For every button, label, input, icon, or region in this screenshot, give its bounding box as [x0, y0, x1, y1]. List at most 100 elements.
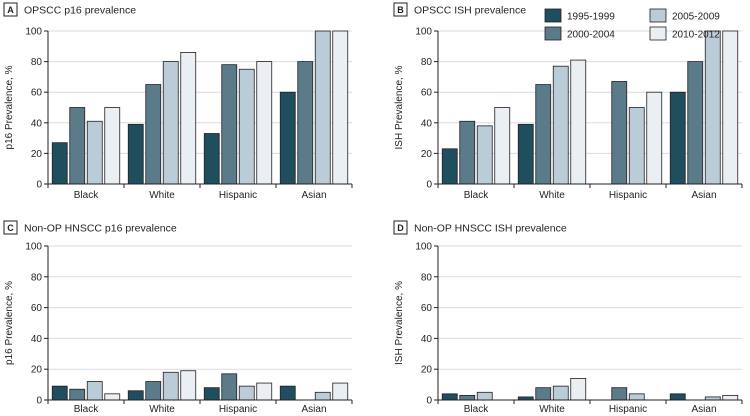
y-tick-label: 60 [31, 303, 43, 314]
bar-black-2005-2009 [86, 120, 103, 185]
y-tick-label: 20 [421, 365, 433, 376]
y-tick-label: 80 [421, 57, 433, 68]
bar-black-2010-2012 [104, 107, 121, 185]
bar-hispanic-2000-2004 [611, 81, 628, 185]
bar-white-2010-2012 [180, 52, 197, 185]
panel-title: Non-OP HNSCC p16 prevalence [24, 223, 177, 235]
bar-hispanic-2000-2004 [221, 64, 238, 185]
y-tick-label: 100 [25, 242, 42, 253]
legend: 1995-1999 2005-2009 2000-2004 2010-2012 [544, 8, 720, 41]
y-tick-label: 40 [421, 118, 433, 129]
y-tick-label: 0 [426, 180, 432, 191]
y-tick-label: 20 [421, 149, 433, 160]
y-axis-label: p16 Prevalence, % [4, 281, 15, 365]
bar-white-1995-1999 [127, 390, 144, 401]
bar-white-2000-2004 [535, 387, 552, 401]
bar-black-1995-1999 [51, 385, 68, 401]
x-category-label: Asian [691, 404, 716, 415]
y-tick-label: 100 [415, 27, 432, 38]
y-tick-label: 20 [31, 365, 43, 376]
panel-d: D Non-OP HNSCC ISH prevalence 0 20 40 60 80 100… [393, 220, 743, 415]
legend-label-2000-2004: 2000-2004 [567, 30, 615, 41]
y-tick-label: 20 [31, 149, 43, 160]
panel-label: C [7, 223, 14, 233]
bar-white-2010-2012 [570, 59, 587, 185]
y-tick-label: 60 [421, 303, 433, 314]
bar-black-2005-2009 [476, 391, 493, 401]
panel-label: D [397, 223, 404, 233]
panel-c: C Non-OP HNSCC p16 prevalence 0 20 40 60 80 100… [3, 220, 353, 415]
bar-asian-2005-2009 [314, 391, 331, 401]
bar-white-2005-2009 [552, 385, 569, 401]
y-tick-label: 40 [31, 118, 43, 129]
x-category-label: Asian [301, 190, 326, 201]
bar-hispanic-2005-2009 [238, 68, 255, 185]
x-category-label: White [149, 404, 175, 415]
bar-black-2000-2004 [69, 388, 86, 401]
bar-hispanic-1995-1999 [203, 387, 220, 401]
x-category-label: Asian [301, 404, 326, 415]
x-category-label: Black [464, 190, 489, 201]
bar-black-2005-2009 [86, 381, 103, 401]
legend-swatch-2005-2009 [649, 8, 667, 23]
bar-hispanic-1995-1999 [203, 133, 220, 185]
y-tick-label: 40 [31, 334, 43, 345]
bar-asian-2010-2012 [722, 394, 739, 401]
bar-hispanic-2000-2004 [611, 387, 628, 401]
y-tick-label: 0 [36, 180, 42, 191]
bar-hispanic-2010-2012 [646, 91, 663, 185]
y-axis-label: ISH Prevalence, % [394, 281, 405, 365]
legend-swatch-1995-1999 [544, 8, 562, 23]
x-category-label: Asian [691, 190, 716, 201]
bar-asian-2010-2012 [722, 30, 739, 185]
bar-white-2000-2004 [145, 84, 162, 185]
legend-label-2010-2012: 2010-2012 [672, 30, 720, 41]
bar-black-2000-2004 [459, 120, 476, 185]
bar-asian-2010-2012 [332, 382, 349, 401]
bar-white-2005-2009 [552, 65, 569, 185]
bar-black-2005-2009 [476, 125, 493, 185]
x-category-label: White [539, 190, 565, 201]
bar-hispanic-2010-2012 [256, 61, 273, 185]
legend-swatch-2010-2012 [649, 26, 667, 41]
y-tick-label: 40 [421, 334, 433, 345]
y-axis-label: ISH Prevalence, % [394, 65, 405, 149]
bar-asian-2000-2004 [687, 61, 704, 185]
bar-hispanic-2010-2012 [256, 382, 273, 401]
bar-asian-2005-2009 [314, 30, 331, 185]
x-category-label: Hispanic [219, 190, 257, 201]
x-category-label: Black [74, 404, 99, 415]
panel-label: A [7, 5, 14, 15]
y-tick-label: 80 [31, 272, 43, 283]
bar-hispanic-2000-2004 [221, 373, 238, 401]
y-axis-label: p16 Prevalence, % [4, 65, 15, 149]
bar-white-2010-2012 [180, 370, 197, 401]
y-tick-label: 60 [421, 88, 433, 99]
panel-label-box [393, 2, 408, 17]
panel-label-box [393, 220, 408, 235]
bar-black-2010-2012 [494, 107, 511, 185]
bar-asian-1995-1999 [669, 393, 686, 401]
bar-asian-2005-2009 [704, 30, 721, 185]
bar-black-2000-2004 [69, 107, 86, 185]
bar-white-2010-2012 [570, 378, 587, 401]
panel-label-box [3, 220, 18, 235]
panel-label-box [3, 2, 18, 17]
x-category-label: White [539, 404, 565, 415]
y-tick-label: 0 [426, 396, 432, 407]
bar-white-1995-1999 [127, 123, 144, 185]
bar-hispanic-2005-2009 [628, 107, 645, 185]
legend-label-2005-2009: 2005-2009 [672, 12, 720, 23]
x-category-label: Black [464, 404, 489, 415]
panel-title: OPSCC p16 prevalence [24, 5, 136, 17]
panel-title: OPSCC ISH prevalence [414, 5, 526, 17]
bar-white-2000-2004 [145, 381, 162, 401]
y-tick-label: 100 [415, 242, 432, 253]
bar-asian-2010-2012 [332, 30, 349, 185]
bar-black-1995-1999 [441, 148, 458, 185]
x-category-label: Hispanic [609, 404, 647, 415]
panel-a: A OPSCC p16 prevalence 0 20 40 60 80 100 p16 Pre… [3, 2, 353, 201]
bar-asian-1995-1999 [279, 91, 296, 185]
y-tick-label: 0 [36, 396, 42, 407]
